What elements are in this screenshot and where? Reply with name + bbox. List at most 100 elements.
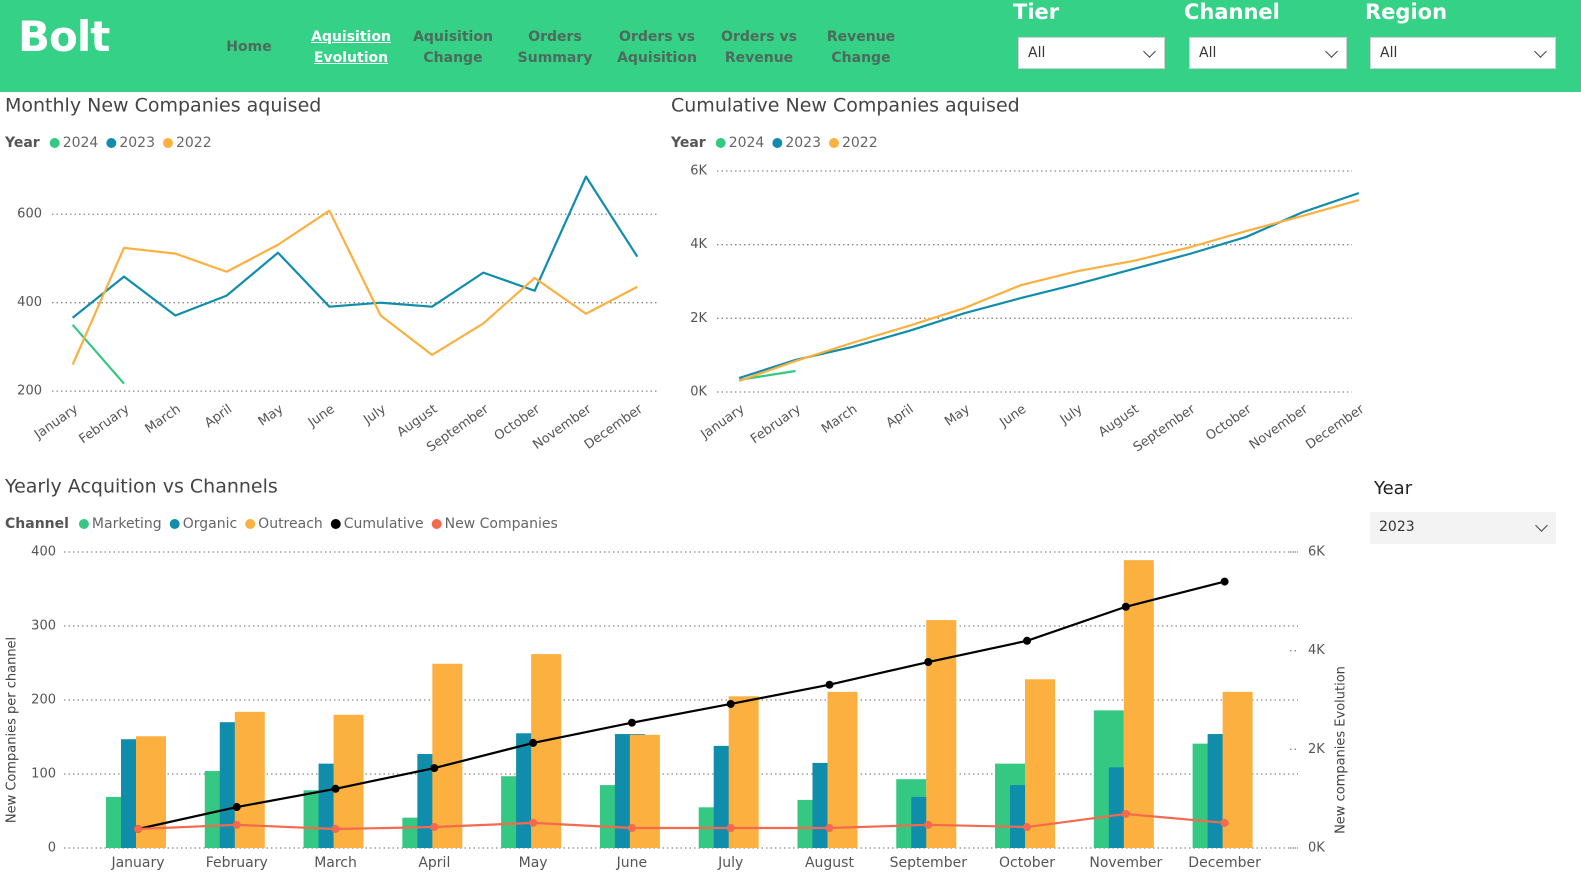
chart-title: Cumulative New Companies aquised bbox=[671, 95, 1020, 117]
x-tick-label: July bbox=[717, 855, 743, 871]
x-tick-label: May bbox=[519, 855, 548, 871]
x-tick-label: February bbox=[77, 402, 133, 448]
filter-dropdown[interactable]: All bbox=[1189, 37, 1347, 69]
nav-link[interactable]: Orders vs Revenue bbox=[721, 29, 797, 66]
filter-label: Tier bbox=[1013, 0, 1060, 24]
legend-label: 2024 bbox=[63, 135, 99, 151]
chart-title: Monthly New Companies aquised bbox=[5, 95, 321, 117]
x-tick-label: January bbox=[110, 855, 164, 871]
nav-link[interactable]: Home bbox=[226, 39, 272, 55]
legend-label: 2023 bbox=[119, 135, 155, 151]
line-marker bbox=[627, 824, 636, 833]
legend-swatch bbox=[431, 519, 442, 529]
legend-swatch bbox=[169, 519, 180, 529]
legend-title: Year bbox=[670, 135, 706, 151]
line-marker bbox=[331, 825, 340, 834]
line-series bbox=[71, 175, 639, 319]
legend-swatch bbox=[49, 138, 60, 148]
line-marker bbox=[1121, 602, 1130, 611]
y-tick-label: 4K bbox=[690, 237, 707, 252]
legend-swatch bbox=[245, 519, 256, 529]
slicer-dropdown[interactable]: 2023 bbox=[1370, 512, 1556, 544]
y-tick-label: 300 bbox=[31, 619, 56, 634]
line-marker bbox=[232, 820, 241, 829]
line-marker bbox=[726, 699, 735, 708]
legend-label: Cumulative bbox=[344, 516, 424, 532]
y-tick-label: 2K bbox=[690, 311, 707, 326]
legend-label: Organic bbox=[183, 516, 237, 532]
x-tick-label: June bbox=[305, 402, 338, 431]
x-tick-label: December bbox=[1303, 401, 1367, 452]
line-marker bbox=[825, 680, 834, 689]
line-series bbox=[71, 209, 638, 366]
x-tick-label: October bbox=[999, 855, 1055, 871]
x-tick-label: March bbox=[143, 402, 184, 437]
y-tick-label: 600 bbox=[17, 207, 42, 222]
legend-swatch bbox=[715, 138, 726, 148]
x-tick-label: August bbox=[805, 855, 855, 871]
x-tick-label: January bbox=[31, 402, 81, 443]
nav-link[interactable]: Aquisition Change bbox=[413, 29, 493, 66]
legend-swatch bbox=[78, 519, 89, 529]
bar bbox=[531, 654, 562, 848]
x-tick-label: December bbox=[1188, 855, 1261, 871]
line-marker bbox=[430, 764, 439, 773]
x-tick-label: February bbox=[206, 855, 268, 871]
line-marker bbox=[1121, 809, 1130, 818]
x-tick-label: June bbox=[616, 855, 648, 871]
x-tick-label: April bbox=[202, 402, 235, 431]
line-series bbox=[137, 580, 1225, 831]
legend-swatch bbox=[772, 138, 783, 148]
line-marker bbox=[1023, 823, 1032, 832]
line-series bbox=[71, 324, 125, 385]
line-marker bbox=[627, 718, 636, 727]
y-tick-label: 2K bbox=[1308, 742, 1325, 757]
chevron bbox=[1535, 519, 1548, 532]
nav-link[interactable]: Orders Summary bbox=[517, 29, 593, 66]
x-tick-label: November bbox=[1089, 855, 1162, 871]
x-tick-label: December bbox=[582, 401, 646, 452]
x-tick-label: September bbox=[890, 855, 968, 871]
bar bbox=[1025, 679, 1056, 848]
nav-link[interactable]: Revenue Change bbox=[826, 29, 896, 66]
slicer-label: Year bbox=[1374, 478, 1413, 499]
x-tick-label: July bbox=[360, 402, 389, 428]
filter-label: Channel bbox=[1184, 0, 1280, 24]
filter-dropdown[interactable]: All bbox=[1370, 37, 1556, 69]
line-marker bbox=[825, 824, 834, 833]
y2-axis-title: New companies Evolution bbox=[1334, 666, 1349, 834]
line-series bbox=[738, 192, 1360, 380]
x-tick-label: August bbox=[1096, 402, 1142, 440]
line-series bbox=[738, 199, 1360, 382]
legend-label: 2024 bbox=[729, 135, 765, 151]
y-axis-title: New Companies per channel bbox=[5, 637, 20, 823]
bar bbox=[728, 696, 759, 848]
line-marker bbox=[1023, 636, 1032, 645]
line-marker bbox=[726, 824, 735, 833]
legend-swatch bbox=[106, 138, 117, 148]
line-marker bbox=[529, 738, 538, 747]
x-tick-label: April bbox=[884, 402, 917, 431]
nav-link[interactable]: Orders vs Aquisition bbox=[617, 29, 697, 66]
line-marker bbox=[924, 820, 933, 829]
bar bbox=[432, 663, 463, 848]
line-marker bbox=[924, 658, 933, 667]
nav-link[interactable]: Aquisition Evolution bbox=[311, 29, 391, 66]
filter-dropdown[interactable]: All bbox=[1018, 37, 1165, 69]
legend-swatch bbox=[330, 519, 341, 529]
legend-label: 2023 bbox=[785, 135, 821, 151]
legend-swatch bbox=[162, 138, 173, 148]
legend-label: Outreach bbox=[258, 516, 323, 532]
y-tick-label: 400 bbox=[31, 545, 56, 560]
line-marker bbox=[529, 818, 538, 827]
bar bbox=[333, 714, 364, 848]
line-series bbox=[137, 812, 1225, 831]
y-tick-label: 0K bbox=[690, 385, 707, 400]
line-marker bbox=[133, 825, 142, 834]
chart-title: Yearly Acquition vs Channels bbox=[4, 476, 278, 498]
legend-title: Channel bbox=[5, 516, 69, 532]
x-tick-label: May bbox=[256, 402, 287, 430]
x-tick-label: August bbox=[394, 402, 440, 440]
line-marker bbox=[1220, 818, 1229, 827]
